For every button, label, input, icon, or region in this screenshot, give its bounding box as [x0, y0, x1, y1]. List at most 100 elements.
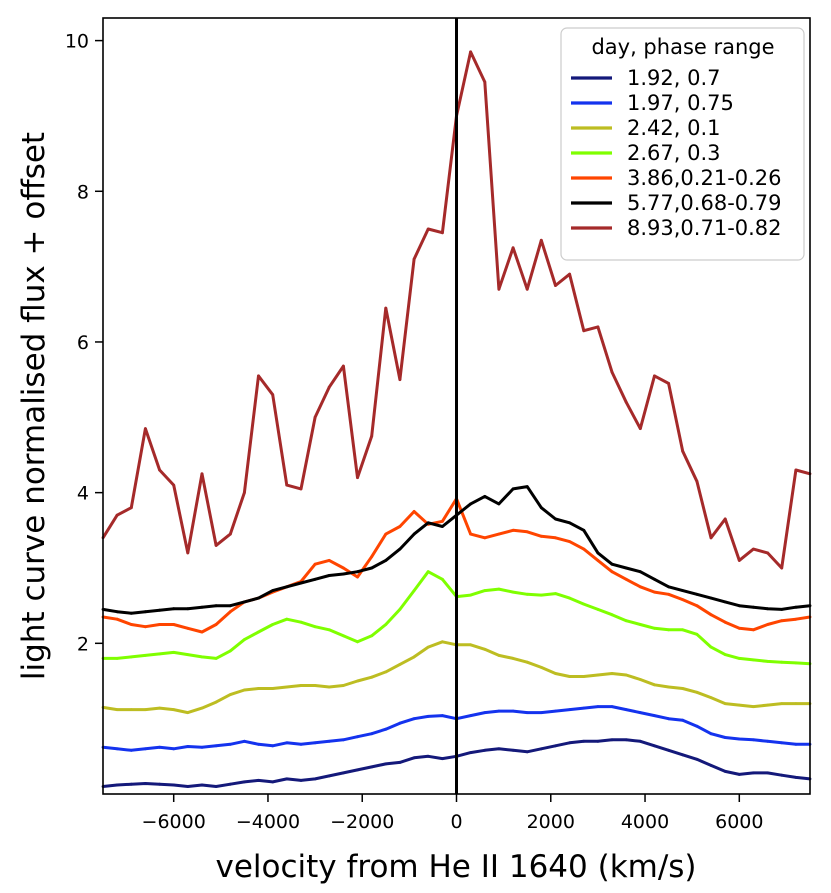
data-point — [638, 711, 642, 714]
data-point — [539, 593, 543, 597]
data-point — [709, 645, 713, 649]
data-point — [412, 532, 416, 536]
data-point — [624, 619, 628, 623]
data-point — [737, 737, 741, 741]
data-point — [681, 687, 685, 690]
data-point — [780, 566, 784, 570]
data-point — [186, 745, 190, 748]
data-point — [695, 592, 699, 596]
data-point — [653, 626, 656, 630]
data-point — [115, 610, 119, 614]
y-tick-label: 8 — [77, 181, 89, 203]
data-point — [752, 605, 755, 609]
data-point — [129, 623, 133, 626]
data-point — [525, 750, 529, 754]
data-point — [568, 675, 571, 678]
data-point — [596, 559, 600, 562]
data-point — [554, 672, 557, 675]
data-point — [285, 777, 289, 781]
data-point — [299, 684, 303, 687]
data-point — [356, 570, 359, 574]
data-point — [228, 532, 232, 536]
data-point — [568, 521, 571, 525]
data-point — [483, 495, 487, 498]
data-point — [624, 708, 628, 711]
series-7-points — [101, 50, 812, 570]
data-point — [695, 604, 699, 608]
data-point — [356, 640, 359, 644]
data-point — [342, 634, 345, 638]
data-point — [469, 714, 472, 717]
data-point — [582, 547, 586, 551]
data-point — [723, 620, 727, 624]
data-point — [370, 434, 374, 438]
data-point — [794, 605, 798, 609]
data-point — [257, 742, 260, 746]
data-point — [723, 653, 727, 656]
y-axis-label: light curve normalised flux + offset — [16, 132, 52, 680]
data-point — [667, 592, 670, 596]
data-point — [638, 585, 642, 589]
data-point — [398, 608, 402, 611]
data-point — [200, 472, 204, 476]
data-point — [681, 753, 685, 757]
data-point — [200, 655, 204, 659]
data-point — [398, 721, 402, 725]
data-point — [709, 536, 713, 540]
data-point — [441, 640, 444, 644]
data-point — [158, 608, 162, 612]
data-point — [653, 683, 656, 687]
data-point — [243, 688, 246, 692]
data-point — [115, 747, 119, 751]
data-point — [525, 711, 529, 714]
data-point — [554, 284, 557, 287]
data-point — [596, 739, 600, 743]
data-point — [723, 600, 727, 604]
data-point — [794, 468, 798, 472]
data-point — [370, 634, 374, 638]
data-point — [115, 513, 119, 517]
data-point — [766, 660, 769, 663]
data-point — [497, 532, 501, 536]
data-point — [313, 741, 317, 745]
data-point — [129, 708, 133, 711]
data-point — [228, 693, 232, 696]
data-point — [398, 547, 402, 551]
data-point — [285, 483, 289, 487]
series-3-points — [101, 640, 812, 714]
data-point — [582, 739, 586, 743]
data-point — [200, 783, 204, 787]
data-point — [709, 696, 713, 699]
data-point — [214, 657, 218, 660]
data-point — [398, 663, 402, 666]
data-point — [780, 608, 784, 611]
data-point — [441, 519, 444, 523]
data-point — [638, 678, 642, 681]
data-point — [144, 708, 147, 711]
y-tick-label: 2 — [77, 633, 89, 655]
data-point — [356, 476, 359, 479]
data-point — [582, 675, 586, 678]
data-point — [709, 764, 713, 767]
data-point — [313, 562, 317, 566]
data-point — [426, 754, 430, 758]
data-point — [271, 589, 275, 592]
data-point — [610, 705, 614, 708]
data-point — [596, 608, 600, 611]
data-point — [780, 773, 784, 777]
data-point — [624, 738, 628, 742]
data-point — [172, 747, 176, 751]
data-point — [426, 227, 430, 231]
data-point — [214, 623, 218, 626]
data-point — [271, 744, 275, 748]
data-point — [186, 653, 190, 656]
data-point — [525, 287, 529, 291]
data-point — [398, 761, 402, 764]
data-point — [243, 491, 246, 494]
data-point — [695, 690, 699, 694]
data-point — [441, 757, 444, 760]
data-point — [144, 625, 147, 629]
data-point — [115, 783, 119, 787]
data-point — [681, 628, 685, 632]
data-point — [653, 577, 656, 581]
